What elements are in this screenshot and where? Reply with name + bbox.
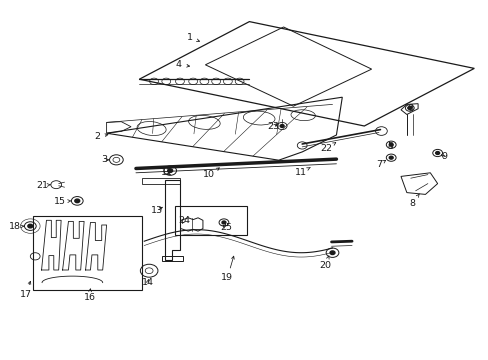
Text: 15: 15 [54,197,71,206]
Text: 2: 2 [94,132,108,141]
Text: 13: 13 [151,206,163,215]
Text: 20: 20 [319,256,330,270]
Circle shape [280,125,284,127]
Circle shape [407,107,411,109]
Text: 9: 9 [440,152,446,161]
Circle shape [329,251,334,255]
Text: 14: 14 [142,278,153,287]
Circle shape [435,152,439,154]
Text: 17: 17 [20,281,31,299]
Text: 22: 22 [320,143,335,153]
Text: 10: 10 [203,168,219,179]
Circle shape [388,143,392,146]
Text: 16: 16 [83,289,95,302]
Text: 24: 24 [178,216,190,225]
Text: 21: 21 [36,181,51,190]
Text: 5: 5 [386,143,392,152]
Text: 23: 23 [267,122,279,131]
Text: 4: 4 [176,60,189,69]
Text: 7: 7 [375,160,385,170]
Circle shape [222,221,225,224]
Circle shape [75,199,80,203]
Text: 11: 11 [295,168,309,177]
Text: 8: 8 [408,194,419,208]
Text: 19: 19 [221,256,234,282]
Circle shape [167,169,172,172]
Text: 6: 6 [407,104,413,113]
Circle shape [28,224,33,228]
Circle shape [388,156,392,159]
Text: 12: 12 [161,168,173,177]
Text: 1: 1 [186,33,199,42]
Text: 3: 3 [102,156,108,164]
Text: 25: 25 [220,223,231,232]
Text: 18: 18 [9,222,24,231]
